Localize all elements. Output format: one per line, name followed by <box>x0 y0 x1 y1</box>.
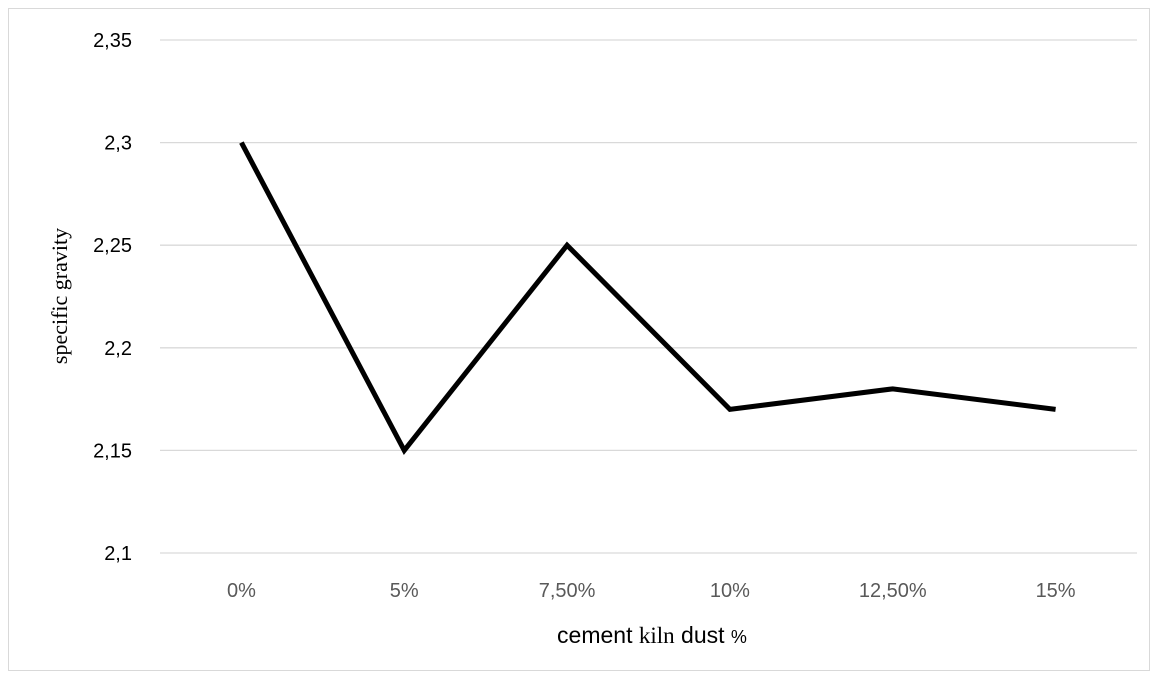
chart-frame <box>8 8 1150 671</box>
x-axis-title-part1: cement <box>557 622 639 648</box>
x-axis-title-part2: kiln <box>639 623 675 648</box>
series-layer <box>239 141 1056 455</box>
y-tick-label: 2,25 <box>93 235 132 257</box>
x-tick-label: 12,50% <box>859 580 927 602</box>
gridlines <box>160 39 1137 554</box>
y-tick-label: 2,2 <box>104 338 132 360</box>
x-tick-label: 5% <box>390 580 419 602</box>
y-axis-ticks: 2,1 2,15 2,2 2,25 2,3 2,35 <box>93 30 132 565</box>
y-tick-label: 2,3 <box>104 133 132 155</box>
x-axis-title: cement kiln dust % <box>557 622 747 648</box>
y-tick-label: 2,1 <box>104 543 132 565</box>
x-tick-label: 10% <box>710 580 750 602</box>
x-axis-title-part3: dust <box>675 622 731 648</box>
x-tick-label: 15% <box>1036 580 1076 602</box>
y-tick-label: 2,15 <box>93 440 132 462</box>
x-tick-label: 0% <box>227 580 256 602</box>
series-line <box>239 141 1056 455</box>
x-axis-ticks: 0% 5% 7,50% 10% 12,50% 15% <box>227 580 1076 602</box>
y-axis-title: specific gravity <box>47 228 72 364</box>
x-tick-label: 7,50% <box>539 580 596 602</box>
x-axis-title-part4: % <box>731 627 747 647</box>
y-tick-label: 2,35 <box>93 30 132 52</box>
